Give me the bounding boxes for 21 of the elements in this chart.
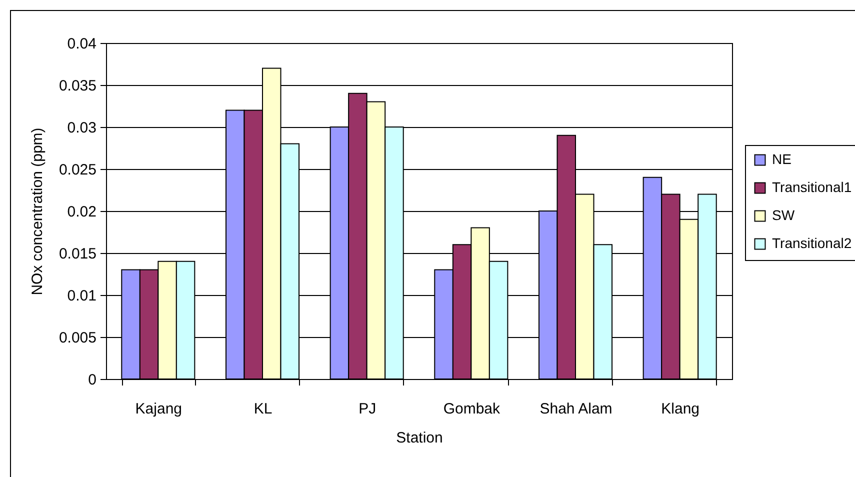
y-tick-label: 0.005 [58,330,96,346]
y-tick-label: 0 [88,372,96,388]
y-tick-label: 0.025 [58,162,96,178]
legend-label: Transitional1 [772,179,852,195]
y-tick-label: 0.035 [58,78,96,94]
x-tick-label: KL [254,400,272,418]
x-tick-label: PJ [358,400,376,418]
x-axis-title: Station [396,430,443,446]
x-tick-label: Klang [661,400,700,418]
y-tick-label: 0.02 [67,204,96,220]
legend-label: NE [772,151,792,167]
x-tick-label: Gombak [443,400,501,418]
y-tick-label: 0.01 [67,288,96,304]
y-tick-label: 0.04 [67,36,96,52]
y-tick-label: 0.03 [67,120,96,136]
y-axis-title: NOx concentration (ppm) [28,128,46,296]
legend-label: SW [772,207,796,223]
y-tick-label: 0.015 [58,246,96,262]
x-tick-label: Kajang [135,400,182,418]
legend-label: Transitional2 [772,235,852,251]
x-tick-label: Shah Alam [540,400,612,418]
